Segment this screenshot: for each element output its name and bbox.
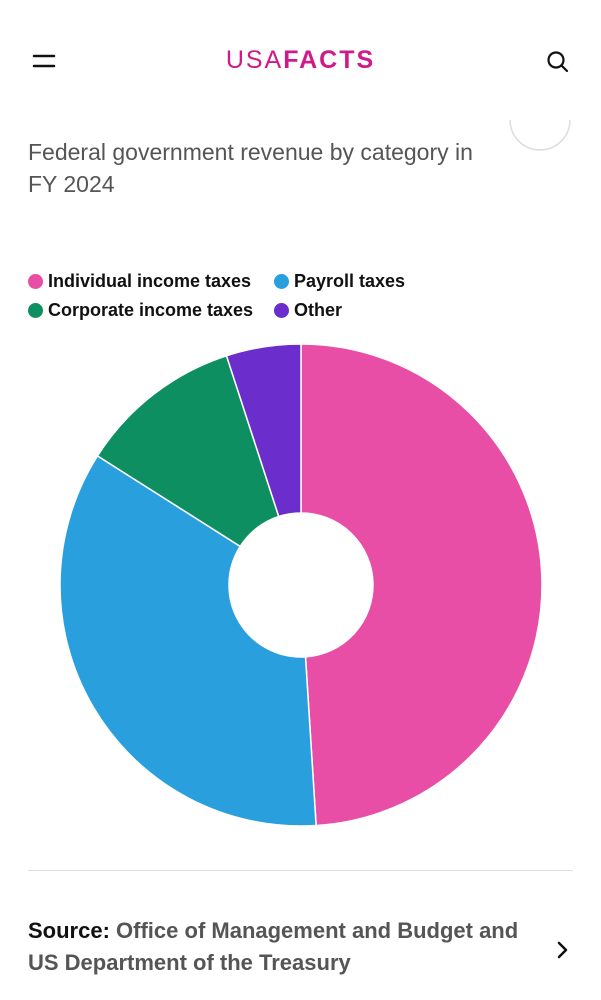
search-button[interactable] (547, 51, 569, 73)
legend-item[interactable]: Other (274, 300, 342, 321)
divider (28, 870, 573, 871)
chart-title: Federal government revenue by category i… (28, 139, 473, 197)
logo[interactable]: USAFACTS (0, 46, 601, 75)
source-label: Source: (28, 918, 110, 943)
legend-label: Payroll taxes (294, 271, 406, 291)
legend-swatch (274, 274, 289, 289)
source-text: Office of Management and Budget and US D… (28, 918, 519, 975)
legend-item[interactable]: Corporate income taxes (28, 300, 253, 321)
logo-facts: FACTS (283, 46, 376, 74)
slice[interactable] (59, 454, 317, 827)
slice[interactable] (225, 343, 302, 518)
legend-swatch (28, 274, 43, 289)
slice[interactable] (300, 343, 543, 827)
menu-button[interactable] (32, 54, 56, 68)
legend-swatch (28, 303, 43, 318)
legend-item[interactable]: Payroll taxes (274, 271, 405, 292)
legend-item[interactable]: Individual income taxes (28, 271, 251, 292)
legend-label: Corporate income taxes (48, 300, 254, 320)
source[interactable]: Source: Office of Management and Budget … (28, 915, 548, 979)
legend-swatch (274, 303, 289, 318)
legend-label: Other (294, 300, 343, 320)
partial-button[interactable] (509, 119, 571, 151)
slice[interactable] (96, 354, 280, 548)
logo-usa: USA (225, 46, 284, 74)
legend-label: Individual income taxes (48, 271, 252, 291)
